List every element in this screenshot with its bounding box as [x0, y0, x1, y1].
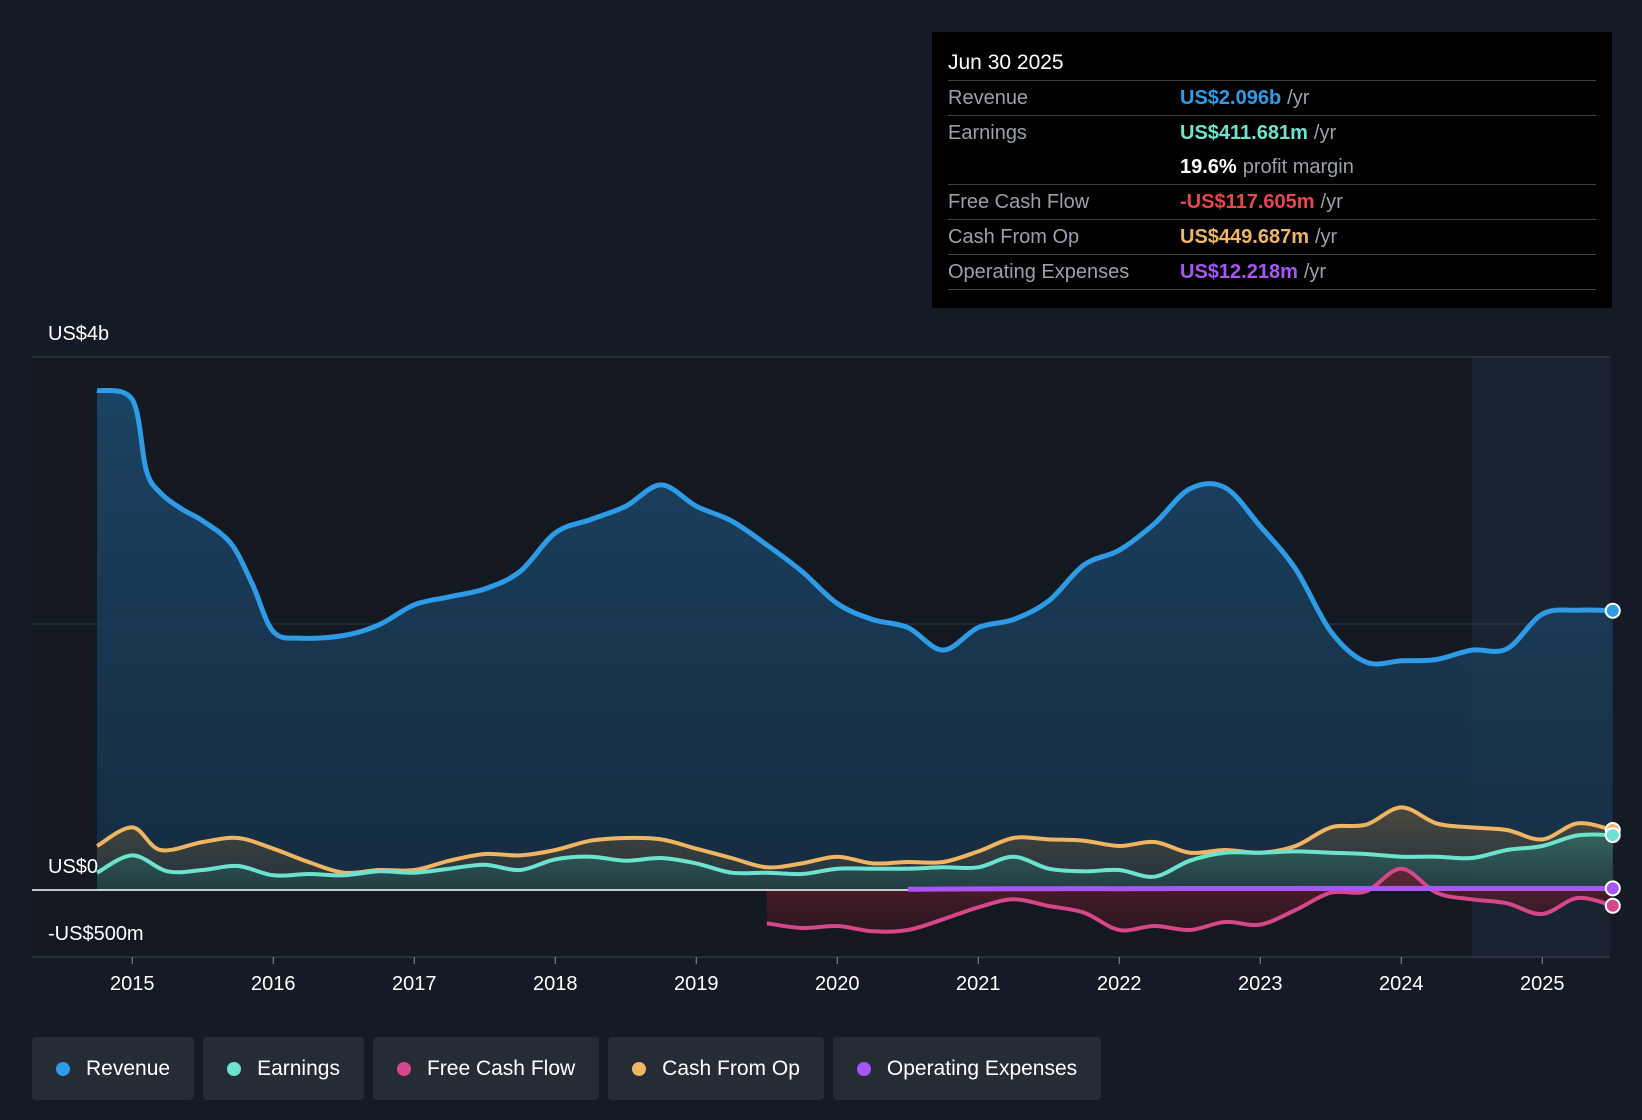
x-tick-label: 2023 [1238, 973, 1283, 995]
tooltip-row-cash-from-op: Cash From Op US$449.687m /yr [948, 220, 1596, 255]
earnings-end-marker[interactable] [1604, 827, 1621, 844]
tooltip-label: Revenue [948, 87, 1029, 109]
legend-dot-icon [56, 1061, 70, 1076]
tooltip-value: US$12.218m [1180, 261, 1298, 283]
x-tick-label: 2021 [956, 973, 1001, 995]
y-label-top: US$4b [48, 323, 109, 345]
tooltip-value: US$449.687m [1180, 226, 1309, 248]
tooltip-unit: /yr [1313, 122, 1337, 144]
revenue-area [97, 390, 1613, 890]
tooltip: Jun 30 2025 Revenue US$2.096b /yr Earnin… [932, 32, 1612, 308]
tooltip-unit: /yr [1287, 87, 1310, 109]
tooltip-unit: /yr [1320, 191, 1343, 213]
cash-from-op-line [95, 805, 1614, 875]
x-axis: 2015 2016 2017 2018 2019 2020 2021 2022 2023 2024… [110, 957, 1565, 995]
legend-dot-icon [227, 1061, 242, 1076]
revenue-end-marker[interactable] [1604, 602, 1621, 619]
legend-dot-icon [632, 1061, 647, 1076]
legend-label: Cash From Op [662, 1056, 800, 1080]
earnings-line [96, 832, 1613, 879]
tooltip-value: 19.6% [1180, 156, 1237, 178]
tooltip-label [948, 150, 1180, 184]
tooltip-row-free-cash-flow: Free Cash Flow -US$117.605m /yr [948, 185, 1596, 220]
x-tick-label: 2024 [1379, 973, 1424, 995]
legend-label: Free Cash Flow [426, 1056, 576, 1080]
x-tick-label: 2018 [533, 973, 578, 995]
x-tick-label: 2017 [392, 973, 437, 995]
legend-item-earnings[interactable]: Earnings [203, 1037, 364, 1100]
tooltip-row-margin: 19.6% profit margin [948, 150, 1596, 185]
operating-expenses-end-marker[interactable] [1604, 880, 1621, 897]
tooltip-unit: profit margin [1242, 156, 1354, 178]
legend-item-cash-from-op[interactable]: Cash From Op [608, 1037, 824, 1100]
tooltip-value: -US$117.605m [1180, 191, 1315, 213]
tooltip-label: Cash From Op [948, 226, 1080, 248]
x-tick-label: 2015 [110, 973, 155, 995]
legend-label: Earnings [257, 1056, 340, 1080]
free-cash-flow-line [766, 866, 1614, 934]
legend-item-revenue[interactable]: Revenue [32, 1037, 195, 1100]
legend-dot-icon [396, 1061, 411, 1076]
x-tick-label: 2022 [1097, 973, 1142, 995]
legend-label: Operating Expenses [886, 1056, 1078, 1080]
tooltip-row-revenue: Revenue US$2.096b /yr [948, 81, 1596, 116]
legend-item-operating-expenses[interactable]: Operating Expenses [832, 1037, 1102, 1100]
x-tick-label: 2016 [251, 973, 296, 995]
tooltip-label: Operating Expenses [948, 261, 1130, 283]
tooltip-row-earnings: Earnings US$411.681m /yr [948, 116, 1596, 150]
free-cash-flow-area [766, 868, 1613, 932]
legend-item-free-cash-flow[interactable]: Free Cash Flow [372, 1037, 600, 1100]
x-tick-label: 2025 [1520, 973, 1565, 995]
y-label-zero: US$0 [48, 856, 98, 878]
legend-dot-icon [856, 1061, 871, 1076]
revenue-line [96, 387, 1613, 667]
tooltip-value: US$2.096b [1180, 87, 1282, 109]
tooltip-label: Earnings [948, 122, 1027, 144]
tooltip-label: Free Cash Flow [948, 191, 1090, 213]
x-tick-label: 2020 [815, 973, 860, 995]
tooltip-unit: /yr [1303, 261, 1327, 283]
operating-expenses-line [907, 885, 1613, 892]
x-tick-label: 2019 [674, 973, 719, 995]
tooltip-value: US$411.681m [1180, 122, 1308, 144]
legend: Revenue Earnings Free Cash Flow Cash Fro… [32, 1037, 1102, 1100]
y-label-bottom: -US$500m [48, 923, 144, 945]
legend-label: Revenue [86, 1056, 171, 1080]
earnings-area [97, 834, 1613, 890]
tooltip-row-operating-expenses: Operating Expenses US$12.218m /yr [948, 255, 1596, 290]
free-cash-flow-end-marker[interactable] [1604, 897, 1621, 914]
tooltip-unit: /yr [1314, 226, 1338, 248]
tooltip-date: Jun 30 2025 [948, 46, 1596, 81]
